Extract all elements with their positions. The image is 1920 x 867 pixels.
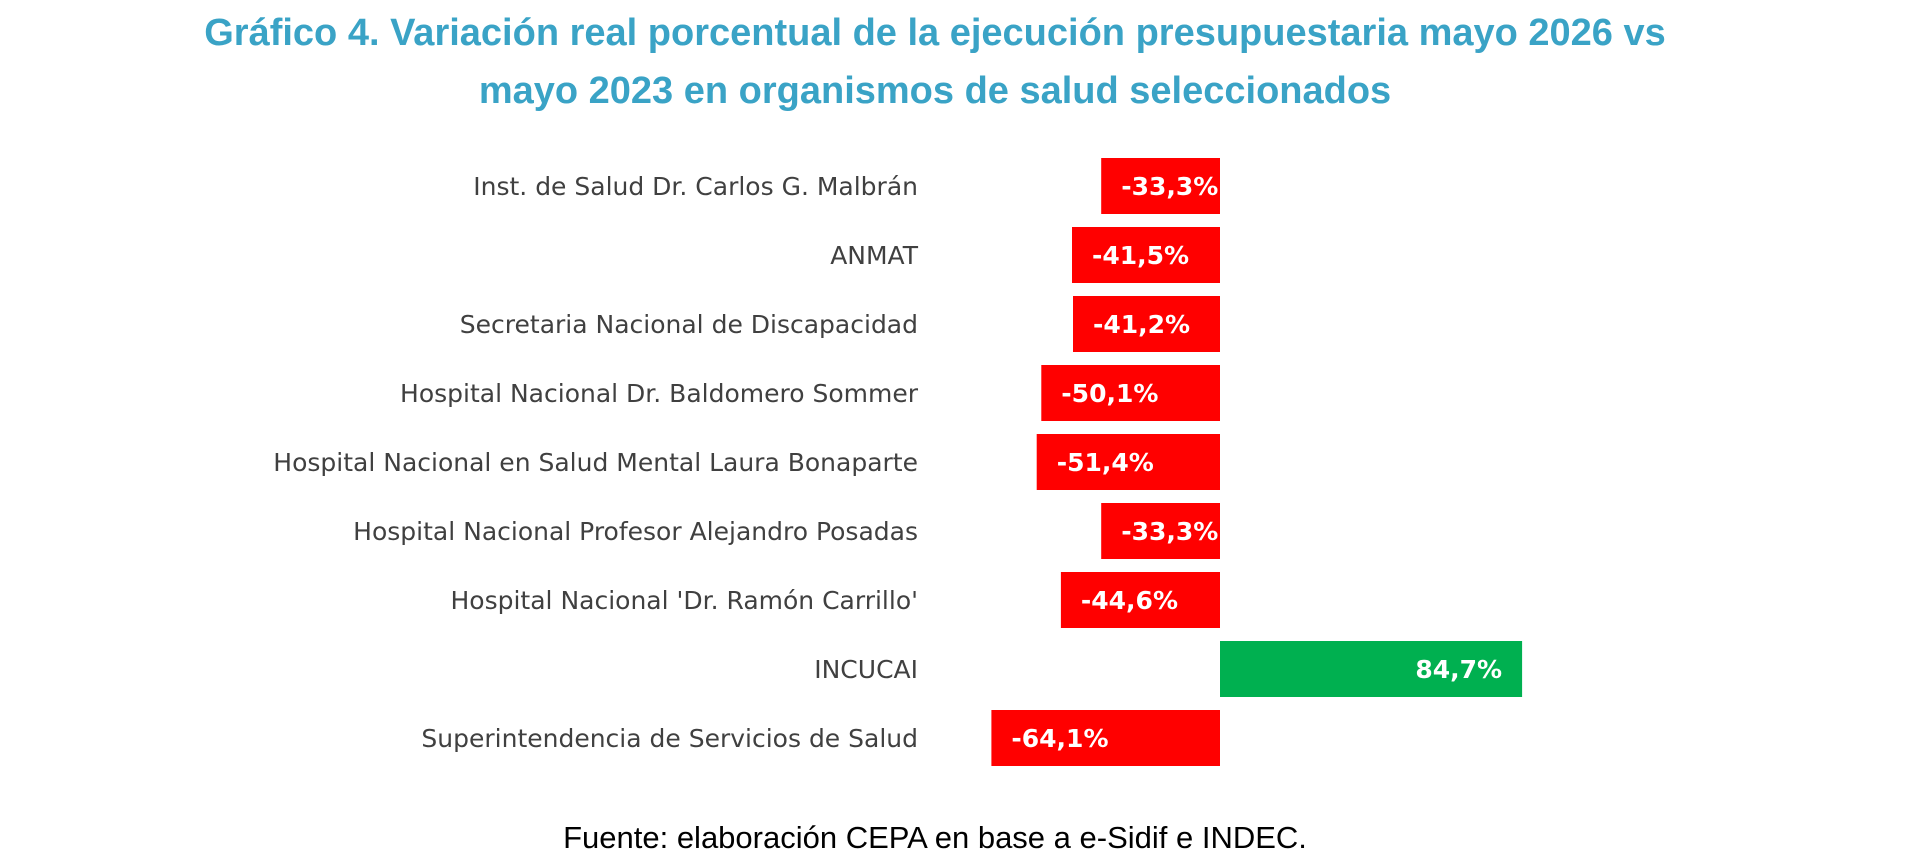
bar [1036,434,1220,490]
bar [1041,365,1220,421]
bar [1073,296,1220,352]
category-label: Hospital Nacional Profesor Alejandro Pos… [353,517,918,546]
bar-group [991,158,1523,766]
bar [991,710,1220,766]
category-label: Hospital Nacional en Salud Mental Laura … [273,448,918,477]
bar [1220,641,1523,697]
chart-title-line-1: Gráfico 4. Variación real porcentual de … [204,12,1666,54]
data-label: -51,4% [1057,448,1154,477]
data-label: -64,1% [1011,724,1108,753]
bar [1060,572,1220,628]
category-label: Inst. de Salud Dr. Carlos G. Malbrán [473,172,918,201]
data-label: 84,7% [1415,655,1502,684]
data-label: -41,2% [1093,310,1190,339]
value-labels: -33,3% -41,5% -41,2% -50,1% -51,4% -33,3% -44,… [1011,172,1502,753]
category-label: INCUCAI [814,655,918,684]
category-label: ANMAT [830,241,919,270]
chart-title-line-2: mayo 2023 en organismos de salud selecci… [478,70,1392,112]
bar [1101,503,1220,559]
data-label: -50,1% [1061,379,1158,408]
chart-title: Gráfico 4. Variación real porcentual de … [0,4,1870,120]
data-label: -41,5% [1092,241,1189,270]
bar [1072,227,1220,283]
data-label: -33,3% [1121,172,1218,201]
data-label: -33,3% [1121,517,1218,546]
category-label: Superintendencia de Servicios de Salud [421,724,918,753]
category-label: Secretaria Nacional de Discapacidad [460,310,918,339]
bar [1101,158,1220,214]
source-note: Fuente: elaboración CEPA en base a e-Sid… [563,820,1307,855]
category-label: Hospital Nacional Dr. Baldomero Sommer [400,379,919,408]
category-labels: Inst. de Salud Dr. Carlos G. Malbrán ANMA… [273,172,918,753]
category-label: Hospital Nacional 'Dr. Ramón Carrillo' [451,586,919,615]
data-label: -44,6% [1081,586,1178,615]
